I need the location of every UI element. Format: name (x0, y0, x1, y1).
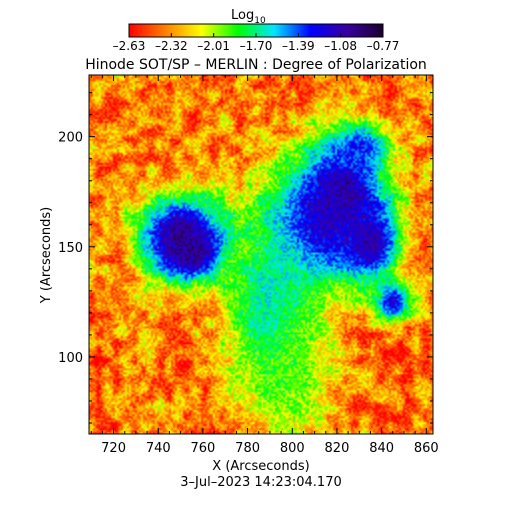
x-tick-label: 760 (191, 441, 216, 456)
x-tick-label: 720 (101, 441, 126, 456)
y-axis-label: Y (Arcseconds) (39, 207, 54, 304)
y-tick-label: 150 (58, 241, 83, 256)
x-tick-label: 840 (369, 441, 394, 456)
chart-title: Hinode SOT/SP – MERLIN : Degree of Polar… (85, 57, 427, 73)
colorbar-tick-labels: –2.63 –2.32 –2.01 –1.70 –1.39 –1.08 –0.77 (113, 33, 400, 53)
plot-frame (88, 74, 434, 435)
heatmap-image (89, 75, 433, 434)
y-tick-label: 100 (58, 351, 83, 366)
colorbar-label: Log10 (231, 8, 266, 26)
date-label: 3–Jul–2023 14:23:04.170 (180, 475, 342, 490)
x-tick-label: 740 (146, 441, 171, 456)
colorbar-tick-label: –1.08 (324, 39, 357, 53)
colorbar-tick-label: –1.70 (240, 39, 273, 53)
x-tick-label: 820 (325, 441, 350, 456)
axes: 720 740 760 780 800 820 840 860 100 150 200 (58, 74, 439, 456)
y-tick-label: 200 (58, 131, 83, 146)
x-tick-label: 780 (235, 441, 260, 456)
colorbar-tick-label: –2.01 (197, 39, 230, 53)
x-tick-label: 860 (414, 441, 439, 456)
x-tick-label: 800 (280, 441, 305, 456)
colorbar-tick-label: –2.32 (155, 39, 188, 53)
colorbar-tick-label: –0.77 (367, 39, 400, 53)
colorbar-tick-label: –2.63 (113, 39, 146, 53)
colorbar-tick-label: –1.39 (282, 39, 315, 53)
x-axis-label: X (Arcseconds) (212, 459, 309, 474)
